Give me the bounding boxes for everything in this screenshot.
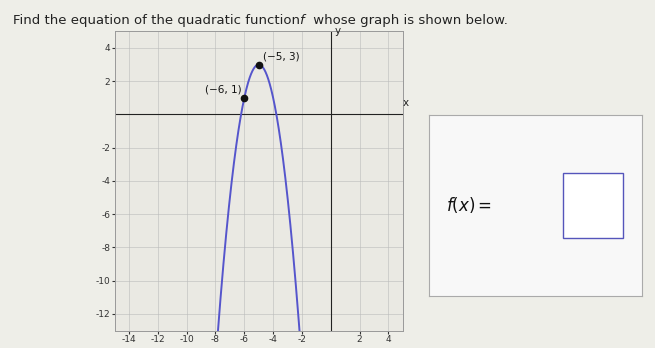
Text: (−5, 3): (−5, 3) (263, 51, 300, 61)
Text: f: f (299, 14, 303, 27)
Text: x: x (403, 98, 409, 108)
Bar (563, 173, 623, 238)
Text: whose graph is shown below.: whose graph is shown below. (309, 14, 508, 27)
Text: $f(x)=$: $f(x)=$ (446, 195, 492, 215)
Text: Find the equation of the quadratic function: Find the equation of the quadratic funct… (13, 14, 305, 27)
Text: y: y (335, 26, 341, 36)
Text: (−6, 1): (−6, 1) (205, 85, 242, 95)
